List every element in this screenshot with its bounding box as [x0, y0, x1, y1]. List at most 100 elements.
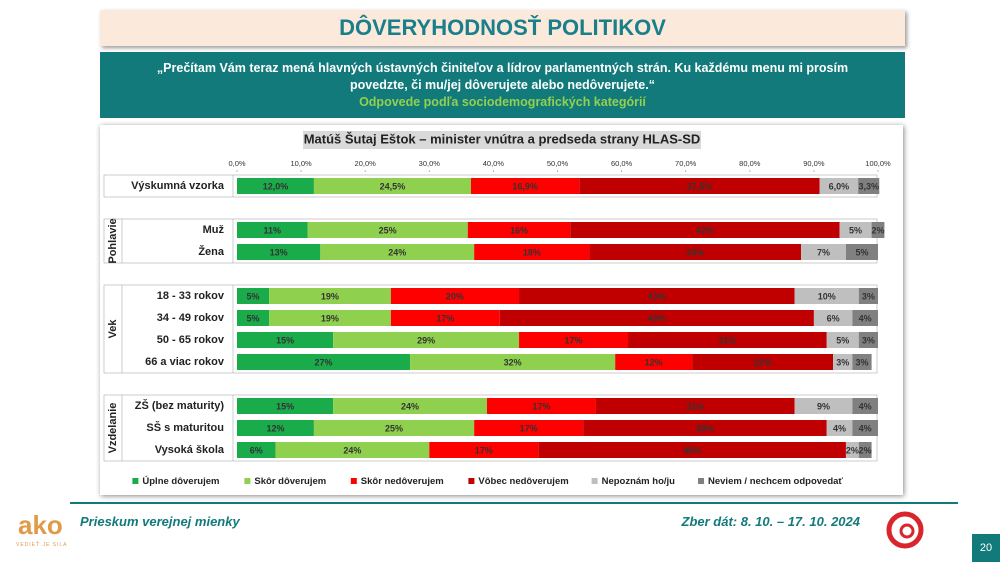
value-label: 37,5% — [687, 181, 713, 191]
bar-segment — [313, 178, 471, 194]
bar-segment — [320, 244, 475, 260]
value-label: 19% — [321, 291, 339, 301]
bar-segment — [470, 178, 580, 194]
value-label: 3% — [862, 291, 875, 301]
value-label: 19% — [321, 313, 339, 323]
bar-segment — [839, 222, 872, 238]
bar-segment — [826, 332, 859, 348]
bar-segment — [390, 288, 520, 304]
bar-segment — [826, 420, 853, 436]
bar-segment — [237, 288, 270, 304]
value-label: 49% — [648, 313, 666, 323]
logo-ring — [886, 511, 924, 549]
value-label: 11% — [263, 225, 281, 235]
bar-segment — [871, 222, 885, 238]
bar-segment — [474, 244, 590, 260]
bar-segment — [237, 178, 314, 194]
x-tick-label: 30,0% — [419, 159, 441, 168]
bar-segment — [595, 398, 795, 414]
footer-left: Prieskum verejnej mienky — [80, 514, 240, 529]
bar-segment — [794, 288, 859, 304]
bar-segment — [628, 332, 827, 348]
x-tick-label: 100,0% — [865, 159, 891, 168]
bar-segment — [237, 244, 321, 260]
bar-segment — [852, 420, 878, 436]
group-label: Pohlavie — [107, 218, 119, 263]
value-label: 5% — [855, 247, 868, 257]
value-label: 15% — [276, 401, 294, 411]
value-label: 24,5% — [380, 181, 406, 191]
value-label: 33% — [686, 247, 704, 257]
bar-segment — [237, 332, 334, 348]
legend-swatch — [591, 478, 598, 484]
value-label: 25% — [379, 225, 397, 235]
y-tick-label: 34 - 49 rokov — [157, 312, 225, 324]
x-tick-label: 20,0% — [355, 159, 377, 168]
y-tick-label: 50 - 65 rokov — [157, 334, 225, 346]
legend-swatch — [132, 478, 139, 484]
value-label: 9% — [817, 401, 830, 411]
bar-segment — [858, 332, 878, 348]
question: „Prečítam Vám teraz mená hlavných ústavn… — [156, 61, 849, 92]
value-label: 48% — [683, 445, 701, 455]
value-label: 10% — [818, 291, 836, 301]
value-label: 29% — [417, 335, 435, 345]
value-label: 6,0% — [829, 181, 850, 191]
value-label: 3% — [836, 357, 849, 367]
value-label: 2% — [846, 445, 859, 455]
y-tick-label: 66 a viac rokov — [145, 356, 225, 368]
value-label: 3,3% — [858, 181, 879, 191]
value-label: 5% — [849, 225, 862, 235]
x-tick-label: 70,0% — [675, 159, 697, 168]
bar-segment — [237, 420, 314, 436]
value-label: 6% — [827, 313, 840, 323]
value-label: 31% — [686, 401, 704, 411]
value-label: 4% — [859, 401, 872, 411]
y-tick-label: 18 - 33 rokov — [157, 290, 225, 302]
bar-segment — [275, 442, 430, 458]
value-label: 18% — [523, 247, 541, 257]
bar-segment — [237, 442, 276, 458]
bar-segment — [692, 354, 834, 370]
value-label: 12% — [645, 357, 663, 367]
value-label: 20% — [446, 291, 464, 301]
bar-segment — [845, 244, 878, 260]
legend-swatch — [350, 478, 357, 484]
value-label: 4% — [859, 423, 872, 433]
agency-logo — [886, 511, 924, 549]
footer-right: Zber dát: 8. 10. – 17. 10. 2024 — [681, 514, 861, 529]
y-tick-label: Muž — [203, 224, 225, 236]
bar-segment — [583, 420, 827, 436]
value-label: 17% — [520, 423, 538, 433]
bar-segment — [801, 244, 846, 260]
value-label: 15% — [276, 335, 294, 345]
bar-segment — [429, 442, 539, 458]
x-tick-label: 0,0% — [228, 159, 245, 168]
bar-segment — [833, 354, 853, 370]
page-number: 20 — [972, 534, 1000, 562]
bar-segment — [333, 398, 487, 414]
group-label: Vzdelanie — [107, 403, 119, 454]
bar-segment — [237, 222, 308, 238]
bar-segment — [333, 332, 520, 348]
value-label: 5% — [247, 313, 260, 323]
subtitle: Odpovede podľa sociodemografických kateg… — [359, 95, 646, 109]
value-label: 12% — [266, 423, 284, 433]
bar-segment — [237, 354, 411, 370]
bar-segment — [813, 310, 853, 326]
logo-tagline: VEDIEŤ JE SILA — [16, 542, 68, 548]
legend-label: Neviem / nechcem odpovedať — [708, 476, 843, 487]
value-label: 5% — [836, 335, 849, 345]
legend-label: Nepoznám ho/ju — [602, 476, 676, 487]
question-box: „Prečítam Vám teraz mená hlavných ústavn… — [100, 52, 905, 118]
y-tick-label: Výskumná vzorka — [131, 180, 225, 192]
y-tick-label: Žena — [198, 245, 225, 258]
value-label: 43% — [648, 291, 666, 301]
slide-title: DÔVERYHODNOSŤ POLITIKOV — [100, 10, 905, 46]
legend-label: Vôbec nedôverujem — [478, 476, 568, 487]
bar-segment — [410, 354, 616, 370]
legend-swatch — [468, 478, 475, 484]
bar-segment — [474, 420, 584, 436]
